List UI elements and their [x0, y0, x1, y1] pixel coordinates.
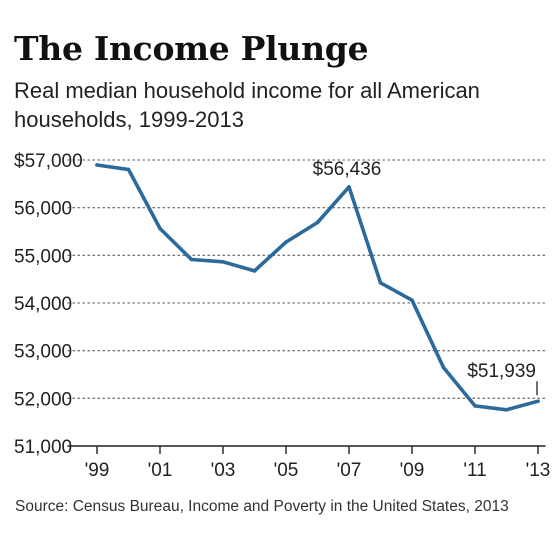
data-point	[252, 269, 257, 273]
data-point	[126, 167, 131, 172]
data-point	[189, 257, 194, 262]
data-point	[410, 298, 414, 302]
latest-annotation: $51,939	[467, 361, 536, 382]
chart-subtitle: Real median household income for all Ame…	[14, 78, 480, 132]
x-tick-label: '03	[211, 460, 236, 481]
chart-title: The Income Plunge	[14, 29, 369, 68]
data-point	[441, 365, 446, 370]
y-tick-label: 54,000	[14, 294, 72, 315]
y-tick-label: 51,000	[14, 437, 72, 458]
y-axis: 51,000 52,000 53,000 54,000 55,000 56,000 $57,…	[14, 151, 83, 458]
x-tick-label: '11	[463, 460, 486, 481]
x-tick-label: '13	[526, 460, 551, 481]
source-note: Source: Census Bureau, Income and Povert…	[15, 498, 509, 515]
data-point	[315, 220, 320, 225]
y-tick-label: 52,000	[14, 389, 72, 410]
x-tick-label: '07	[337, 460, 362, 481]
y-tick-label: 56,000	[14, 199, 72, 220]
x-tick-label: '99	[85, 460, 110, 481]
data-point	[473, 404, 477, 408]
data-point	[284, 240, 288, 244]
data-point	[95, 163, 99, 167]
data-point	[504, 408, 509, 412]
data-point	[158, 226, 162, 231]
series-group	[95, 163, 540, 412]
annotations: $56,436 $51,939	[313, 159, 538, 396]
y-tick-label: 53,000	[14, 342, 72, 363]
x-axis: '99 '01 '03 '05 '07 '09 '11 '13	[67, 445, 551, 481]
data-point	[347, 185, 351, 189]
x-tick-label: '05	[274, 460, 299, 481]
data-point	[221, 259, 225, 264]
y-tick-label: $57,000	[14, 151, 83, 172]
y-tick-label: 55,000	[14, 246, 72, 267]
x-tick-label: '09	[400, 460, 425, 481]
data-point	[378, 281, 383, 285]
peak-annotation: $56,436	[313, 159, 382, 180]
x-tick-label: '01	[148, 460, 173, 481]
data-point	[536, 399, 540, 404]
